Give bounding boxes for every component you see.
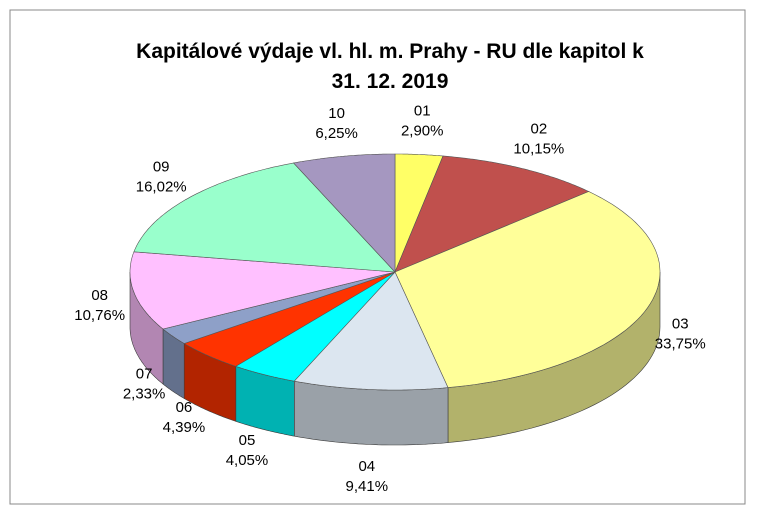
- value-label: 10,76%: [74, 307, 125, 324]
- value-label: 4,39%: [163, 419, 206, 436]
- category-label: 03: [672, 316, 689, 333]
- data-label: 03 33,75%: [655, 316, 706, 353]
- data-label: 06 4,39%: [163, 399, 206, 436]
- value-label: 2,90%: [401, 123, 444, 140]
- data-label: 08 10,76%: [74, 287, 125, 324]
- value-label: 4,05%: [226, 452, 269, 469]
- data-label: 02 10,15%: [513, 121, 564, 158]
- value-label: 10,15%: [513, 141, 564, 158]
- slice: [133, 162, 396, 273]
- slice: [394, 191, 661, 388]
- data-label: 10 6,25%: [315, 105, 358, 142]
- data-label: 04 9,41%: [346, 458, 389, 495]
- value-label: 6,25%: [315, 125, 358, 142]
- slice: [293, 153, 396, 273]
- chart-title: Kapitálové výdaje vl. hl. m. Prahy - RU …: [136, 40, 644, 93]
- slice: [162, 271, 396, 344]
- slice: [129, 251, 396, 330]
- data-label: 05 4,05%: [226, 432, 269, 469]
- slice: [235, 271, 396, 382]
- slice: [293, 271, 449, 391]
- slice: [394, 155, 590, 273]
- value-label: 33,75%: [655, 336, 706, 353]
- value-label: 2,33%: [123, 385, 166, 402]
- category-label: 02: [530, 121, 547, 138]
- category-label: 08: [91, 287, 108, 304]
- value-label: 16,02%: [136, 179, 187, 196]
- category-label: 05: [239, 432, 256, 449]
- data-label: 07 2,33%: [123, 365, 166, 402]
- slice: [183, 271, 396, 367]
- category-label: 09: [153, 159, 170, 176]
- data-label: 01 2,90%: [401, 103, 444, 140]
- data-label: 09 16,02%: [136, 159, 187, 196]
- slice-side: [294, 380, 449, 446]
- category-label: 04: [358, 458, 375, 475]
- category-label: 07: [136, 365, 153, 382]
- value-label: 9,41%: [346, 478, 389, 495]
- category-label: 10: [328, 105, 345, 122]
- category-label: 06: [176, 399, 193, 416]
- category-label: 01: [414, 103, 431, 120]
